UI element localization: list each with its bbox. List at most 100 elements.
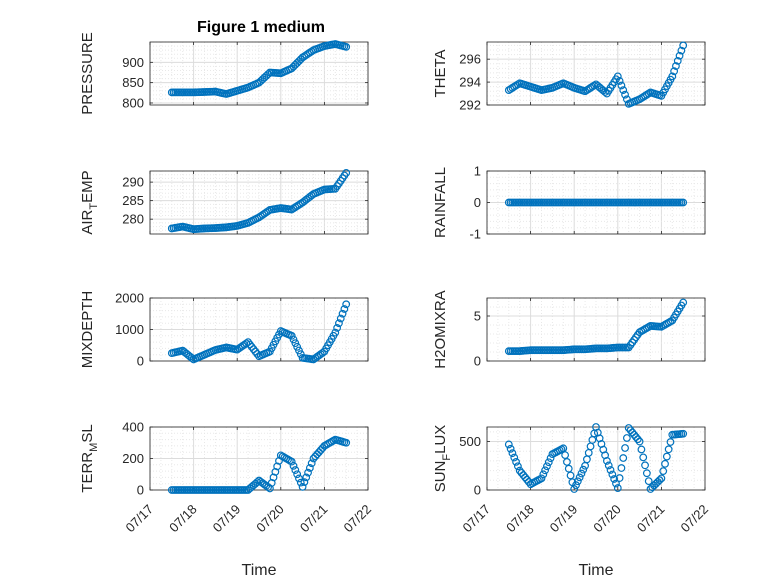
data-point bbox=[302, 473, 311, 482]
data-point bbox=[289, 335, 298, 344]
data-point bbox=[655, 476, 664, 485]
data-point bbox=[644, 89, 653, 98]
series-markers bbox=[504, 41, 688, 108]
data-point bbox=[679, 198, 688, 207]
data-point bbox=[506, 444, 515, 453]
data-point bbox=[670, 67, 679, 76]
data-point bbox=[342, 300, 351, 309]
data-point bbox=[610, 475, 619, 483]
data-point bbox=[251, 347, 260, 356]
data-point bbox=[247, 342, 256, 351]
y-tick-label: 292 bbox=[459, 98, 481, 113]
data-point bbox=[513, 462, 522, 471]
data-point bbox=[293, 342, 302, 351]
y-axis-label: AIRTEMP bbox=[79, 170, 100, 234]
series-markers bbox=[167, 40, 351, 98]
data-point bbox=[333, 324, 342, 332]
series-markers bbox=[504, 298, 688, 356]
data-point bbox=[617, 81, 626, 90]
y-label-subscript: T bbox=[88, 203, 100, 210]
data-point bbox=[242, 339, 251, 348]
data-point bbox=[293, 470, 302, 479]
data-point bbox=[564, 464, 573, 473]
y-tick-label: 1000 bbox=[115, 322, 144, 337]
data-point bbox=[613, 484, 622, 492]
y-axis-label: MIXDEPTH bbox=[79, 291, 96, 369]
data-point bbox=[342, 42, 351, 51]
data-point bbox=[298, 482, 307, 491]
data-point bbox=[642, 469, 651, 478]
data-point bbox=[342, 168, 351, 177]
data-point bbox=[657, 474, 666, 483]
series-markers bbox=[167, 168, 351, 234]
data-point bbox=[672, 62, 680, 70]
x-tick-label: 07/22 bbox=[678, 502, 712, 536]
series-markers bbox=[504, 198, 688, 207]
data-point bbox=[287, 331, 296, 340]
data-point bbox=[524, 478, 533, 486]
data-point bbox=[666, 438, 675, 446]
data-point bbox=[331, 328, 340, 337]
plot-area bbox=[487, 42, 705, 105]
subplot-mixdepth: 0 1000 2000 MIXDEPTH bbox=[79, 291, 369, 369]
y-tick-label: 800 bbox=[122, 95, 144, 110]
data-point bbox=[575, 473, 584, 482]
data-point bbox=[619, 86, 628, 95]
y-tick-label: -1 bbox=[469, 227, 481, 242]
data-point bbox=[264, 70, 272, 79]
data-point bbox=[608, 470, 617, 479]
data-point bbox=[300, 478, 309, 487]
series-markers bbox=[167, 435, 351, 494]
data-point bbox=[622, 434, 631, 442]
y-tick-label: 1 bbox=[474, 164, 481, 179]
y-label-main: AIR bbox=[79, 209, 96, 234]
data-point bbox=[668, 72, 677, 81]
y-tick-label: 850 bbox=[122, 75, 144, 90]
y-axis-label: RAINFALL bbox=[432, 167, 449, 238]
data-point bbox=[510, 453, 519, 462]
y-label-subscript: M bbox=[88, 443, 100, 452]
x-tick-label: 07/19 bbox=[547, 502, 581, 536]
data-point bbox=[563, 457, 571, 466]
y-axis-label: SUNFLUX bbox=[432, 425, 453, 493]
y-label-main: TERR bbox=[79, 452, 96, 493]
y-axis-label: THETA bbox=[432, 49, 449, 97]
data-point bbox=[504, 440, 513, 449]
x-tick-label: 07/18 bbox=[503, 502, 537, 536]
axes-box bbox=[149, 170, 369, 235]
x-axis-label: Time bbox=[242, 562, 277, 579]
y-axis-label: H2OMIXRA bbox=[432, 290, 449, 368]
data-point bbox=[606, 466, 615, 474]
data-point bbox=[253, 478, 262, 487]
y-tick-label: 2000 bbox=[115, 291, 144, 306]
data-point bbox=[661, 459, 669, 468]
data-point bbox=[615, 474, 624, 482]
data-point bbox=[633, 435, 642, 444]
data-point bbox=[604, 461, 613, 470]
data-point bbox=[338, 309, 347, 318]
data-point bbox=[635, 437, 644, 446]
x-tick-label: 07/19 bbox=[210, 502, 244, 536]
data-point bbox=[617, 464, 626, 472]
data-point bbox=[537, 474, 546, 483]
data-point bbox=[335, 319, 343, 328]
y-tick-label: 0 bbox=[137, 354, 144, 369]
data-point bbox=[570, 485, 579, 493]
x-tick-label: 07/17 bbox=[123, 502, 157, 536]
data-point bbox=[249, 345, 258, 354]
data-point bbox=[246, 340, 254, 349]
x-tick-label: 07/20 bbox=[253, 502, 287, 536]
data-point bbox=[675, 51, 684, 60]
y-label-rest: LUX bbox=[432, 425, 449, 454]
data-point bbox=[512, 457, 520, 466]
data-point bbox=[679, 429, 688, 438]
plot-area bbox=[150, 171, 368, 234]
y-label-rest: EMP bbox=[79, 170, 96, 203]
data-point bbox=[637, 445, 646, 454]
x-tick-label: 07/22 bbox=[341, 502, 375, 536]
data-point bbox=[621, 444, 629, 452]
y-tick-label: 290 bbox=[122, 175, 144, 190]
data-point bbox=[543, 462, 551, 471]
data-point bbox=[621, 90, 629, 99]
data-point bbox=[544, 458, 553, 467]
